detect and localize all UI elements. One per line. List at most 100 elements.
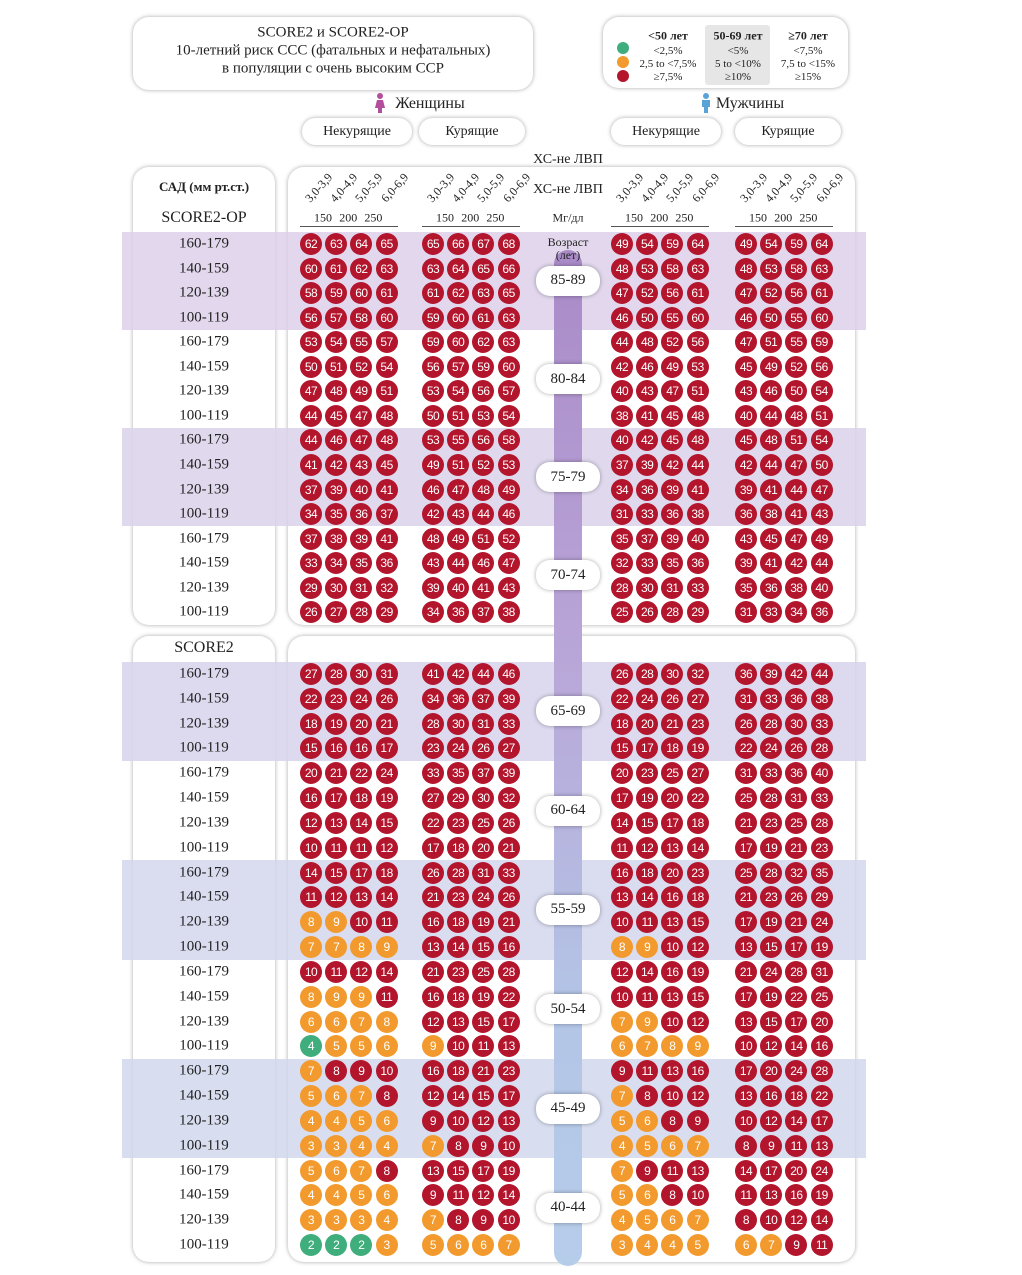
age-pill: 65-69 (536, 696, 600, 727)
risk-circle: 13 (422, 936, 444, 959)
risk-circle: 17 (497, 1010, 520, 1033)
risk-circle: 19 (686, 960, 709, 983)
risk-value: 58 (304, 286, 318, 301)
risk-value: 40 (815, 766, 828, 781)
risk-value: 28 (815, 1064, 828, 1079)
risk-value: 53 (426, 384, 440, 399)
risk-circle: 3 (611, 1234, 633, 1257)
risk-value: 14 (304, 865, 318, 880)
risk-circle: 48 (472, 478, 495, 501)
risk-circle: 22 (300, 687, 322, 710)
risk-circle: 10 (661, 1010, 684, 1033)
legend-item: ≥7,5% (653, 71, 683, 83)
risk-value: 14 (502, 1188, 515, 1203)
risk-circle: 15 (300, 737, 322, 760)
risk-value: 56 (790, 286, 803, 301)
risk-value: 34 (304, 507, 318, 522)
risk-circle: 17 (735, 985, 757, 1008)
risk-value: 21 (330, 766, 343, 781)
age-pill: 85-89 (536, 265, 600, 296)
risk-value: 13 (739, 940, 753, 955)
risk-circle: 36 (735, 663, 757, 685)
risk-value: 9 (480, 1213, 487, 1228)
risk-circle: 16 (422, 1060, 444, 1083)
sbp-label: 120-139 (179, 715, 229, 732)
risk-value: 55 (666, 310, 679, 325)
risk-circle: 47 (350, 404, 373, 427)
risk-value: 11 (641, 1064, 653, 1079)
risk-value: 7 (768, 1238, 775, 1253)
risk-value: 23 (765, 815, 778, 830)
risk-value: 36 (666, 507, 679, 522)
risk-circle: 35 (810, 861, 833, 884)
risk-value: 35 (739, 580, 753, 595)
risk-value: 9 (644, 1163, 651, 1178)
risk-value: 32 (691, 667, 704, 681)
risk-value: 12 (330, 890, 343, 905)
risk-value: 47 (666, 384, 679, 399)
risk-value: 17 (739, 915, 753, 930)
risk-circle: 7 (300, 1060, 322, 1083)
risk-value: 63 (380, 261, 393, 276)
risk-circle: 36 (447, 687, 470, 710)
risk-circle: 41 (686, 478, 709, 501)
risk-circle: 7 (300, 936, 322, 959)
sbp-label: 160-179 (179, 431, 229, 448)
risk-value: 9 (333, 915, 340, 930)
risk-circle: 10 (611, 985, 633, 1008)
risk-value: 55 (452, 433, 465, 448)
risk-value: 17 (502, 1089, 515, 1104)
risk-value: 44 (815, 667, 828, 681)
risk-circle: 39 (760, 663, 783, 685)
risk-value: 4 (307, 1113, 315, 1128)
risk-value: 24 (765, 741, 778, 756)
risk-value: 28 (666, 605, 679, 620)
sbp-label: 160-179 (179, 1062, 229, 1079)
risk-circle: 31 (661, 576, 684, 599)
risk-value: 47 (355, 433, 368, 448)
risk-value: 52 (641, 286, 654, 301)
risk-circle: 22 (611, 687, 633, 710)
risk-circle: 43 (810, 503, 833, 526)
risk-value: 42 (426, 507, 440, 522)
risk-circle: 16 (611, 861, 633, 884)
risk-circle: 62 (300, 233, 322, 255)
risk-circle: 20 (760, 1060, 783, 1083)
risk-circle: 61 (422, 282, 444, 305)
risk-circle: 11 (785, 1134, 808, 1157)
risk-circle: 3 (375, 1234, 398, 1257)
risk-value: 13 (330, 815, 343, 830)
risk-value: 21 (739, 815, 753, 830)
risk-value: 6 (480, 1238, 487, 1253)
risk-circle: 22 (350, 762, 373, 785)
risk-value: 33 (815, 716, 828, 731)
risk-value: 65 (502, 286, 515, 301)
risk-value: 37 (641, 531, 654, 546)
risk-value: 11 (815, 1238, 828, 1253)
risk-circle: 23 (686, 712, 709, 735)
risk-circle: 48 (785, 404, 808, 427)
risk-value: 47 (739, 286, 753, 301)
risk-value: 45 (739, 433, 753, 448)
risk-value: 37 (304, 531, 318, 546)
risk-circle: 24 (350, 687, 373, 710)
risk-circle: 14 (611, 811, 633, 834)
risk-value: 16 (304, 791, 318, 806)
risk-value: 18 (452, 989, 465, 1004)
risk-circle: 8 (300, 985, 322, 1008)
sbp-label: 160-179 (179, 764, 229, 781)
risk-value: 5 (429, 1238, 437, 1253)
risk-circle: 54 (447, 380, 470, 403)
risk-circle: 47 (785, 527, 808, 550)
risk-value: 47 (615, 286, 629, 301)
risk-circle: 24 (375, 762, 398, 785)
risk-circle: 18 (375, 861, 398, 884)
risk-circle: 47 (661, 380, 684, 403)
risk-value: 36 (765, 580, 778, 595)
risk-value: 13 (426, 1163, 440, 1178)
risk-value: 49 (615, 237, 629, 251)
risk-circle: 30 (325, 576, 348, 599)
risk-circle: 9 (422, 1035, 444, 1058)
risk-circle: 50 (785, 380, 808, 403)
risk-value: 36 (815, 605, 828, 620)
